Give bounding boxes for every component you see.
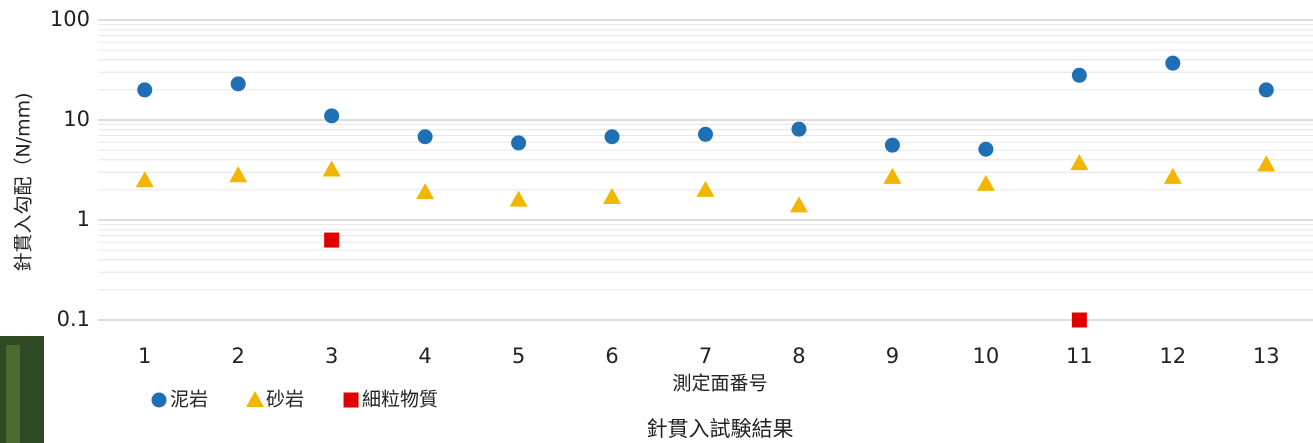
legend-label: 泥岩 bbox=[170, 389, 208, 411]
marker bbox=[883, 167, 902, 184]
chart-title: 針貫入試験結果 bbox=[647, 417, 794, 441]
x-tick-label: 9 bbox=[886, 344, 899, 368]
x-tick-label: 3 bbox=[325, 344, 338, 368]
marker bbox=[603, 187, 622, 204]
marker bbox=[230, 76, 246, 92]
x-tick-label: 6 bbox=[605, 344, 618, 368]
marker bbox=[324, 108, 340, 124]
x-tick-label: 2 bbox=[232, 344, 245, 368]
marker bbox=[416, 183, 435, 200]
x-tick-label: 10 bbox=[973, 344, 1000, 368]
y-tick-label: 0.1 bbox=[57, 307, 90, 331]
x-tick-label: 5 bbox=[512, 344, 525, 368]
x-tick-label: 4 bbox=[418, 344, 431, 368]
marker bbox=[135, 171, 154, 188]
marker bbox=[884, 137, 900, 153]
x-tick-label: 13 bbox=[1253, 344, 1280, 368]
photo-fragment bbox=[6, 345, 20, 443]
legend-label: 砂岩 bbox=[266, 389, 304, 411]
marker bbox=[137, 82, 153, 98]
x-tick-label: 11 bbox=[1066, 344, 1093, 368]
marker bbox=[1071, 67, 1087, 83]
marker bbox=[1071, 312, 1087, 328]
y-tick-label: 100 bbox=[50, 7, 90, 31]
x-axis-label: 測定面番号 bbox=[672, 373, 767, 395]
legend-marker bbox=[246, 391, 265, 407]
marker bbox=[1070, 154, 1089, 171]
marker bbox=[1258, 82, 1274, 98]
y-tick-label: 10 bbox=[63, 107, 90, 131]
y-tick-label: 1 bbox=[77, 207, 90, 231]
legend-marker bbox=[151, 392, 167, 408]
y-axis-label: 針貫入勾配（N/mm) bbox=[13, 92, 35, 271]
marker bbox=[1165, 55, 1181, 71]
x-tick-label: 8 bbox=[792, 344, 805, 368]
marker bbox=[511, 135, 527, 151]
marker bbox=[696, 180, 715, 197]
x-tick-label: 7 bbox=[699, 344, 712, 368]
marker bbox=[1163, 167, 1182, 184]
marker bbox=[791, 121, 807, 137]
marker bbox=[509, 190, 528, 207]
marker bbox=[978, 141, 994, 157]
marker bbox=[229, 166, 248, 183]
marker bbox=[322, 160, 341, 177]
marker bbox=[417, 129, 433, 145]
x-tick-label: 1 bbox=[138, 344, 151, 368]
marker bbox=[324, 232, 340, 248]
x-tick-label: 12 bbox=[1159, 344, 1186, 368]
legend-marker bbox=[343, 392, 359, 408]
marker bbox=[976, 174, 995, 191]
legend-label: 細粒物質 bbox=[362, 389, 438, 411]
marker bbox=[789, 196, 808, 213]
marker bbox=[698, 126, 713, 142]
marker bbox=[1257, 155, 1276, 172]
marker bbox=[604, 129, 620, 145]
